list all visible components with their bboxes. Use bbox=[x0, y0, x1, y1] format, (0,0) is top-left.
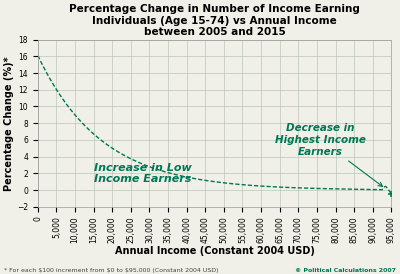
Text: © Political Calculations 2007: © Political Calculations 2007 bbox=[295, 268, 396, 273]
Y-axis label: Percentage Change (%)*: Percentage Change (%)* bbox=[4, 56, 14, 190]
X-axis label: Annual Income (Constant 2004 USD): Annual Income (Constant 2004 USD) bbox=[115, 246, 314, 256]
Text: Increase in Low
Income Earners: Increase in Low Income Earners bbox=[94, 162, 191, 184]
Text: Decrease in
Highest Income
Earners: Decrease in Highest Income Earners bbox=[275, 123, 382, 187]
Title: Percentage Change in Number of Income Earning
Individuals (Age 15-74) vs Annual : Percentage Change in Number of Income Ea… bbox=[69, 4, 360, 37]
Text: * For each $100 increment from $0 to $95,000 (Constant 2004 USD): * For each $100 increment from $0 to $95… bbox=[4, 268, 218, 273]
